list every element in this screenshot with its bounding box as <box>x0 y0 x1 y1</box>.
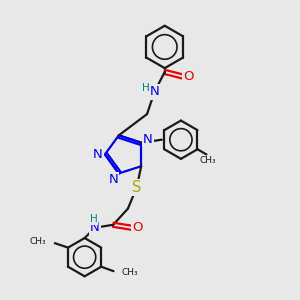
Text: O: O <box>183 70 194 83</box>
Text: CH₃: CH₃ <box>200 156 216 165</box>
Text: CH₃: CH₃ <box>122 268 138 277</box>
Text: N: N <box>143 133 152 146</box>
Text: H: H <box>90 214 97 224</box>
Text: N: N <box>149 85 159 98</box>
Text: S: S <box>132 180 141 195</box>
Text: N: N <box>90 221 100 234</box>
Text: N: N <box>109 173 118 186</box>
Text: N: N <box>93 148 103 161</box>
Text: O: O <box>132 221 142 234</box>
Text: CH₃: CH₃ <box>30 237 46 246</box>
Text: H: H <box>142 83 150 94</box>
